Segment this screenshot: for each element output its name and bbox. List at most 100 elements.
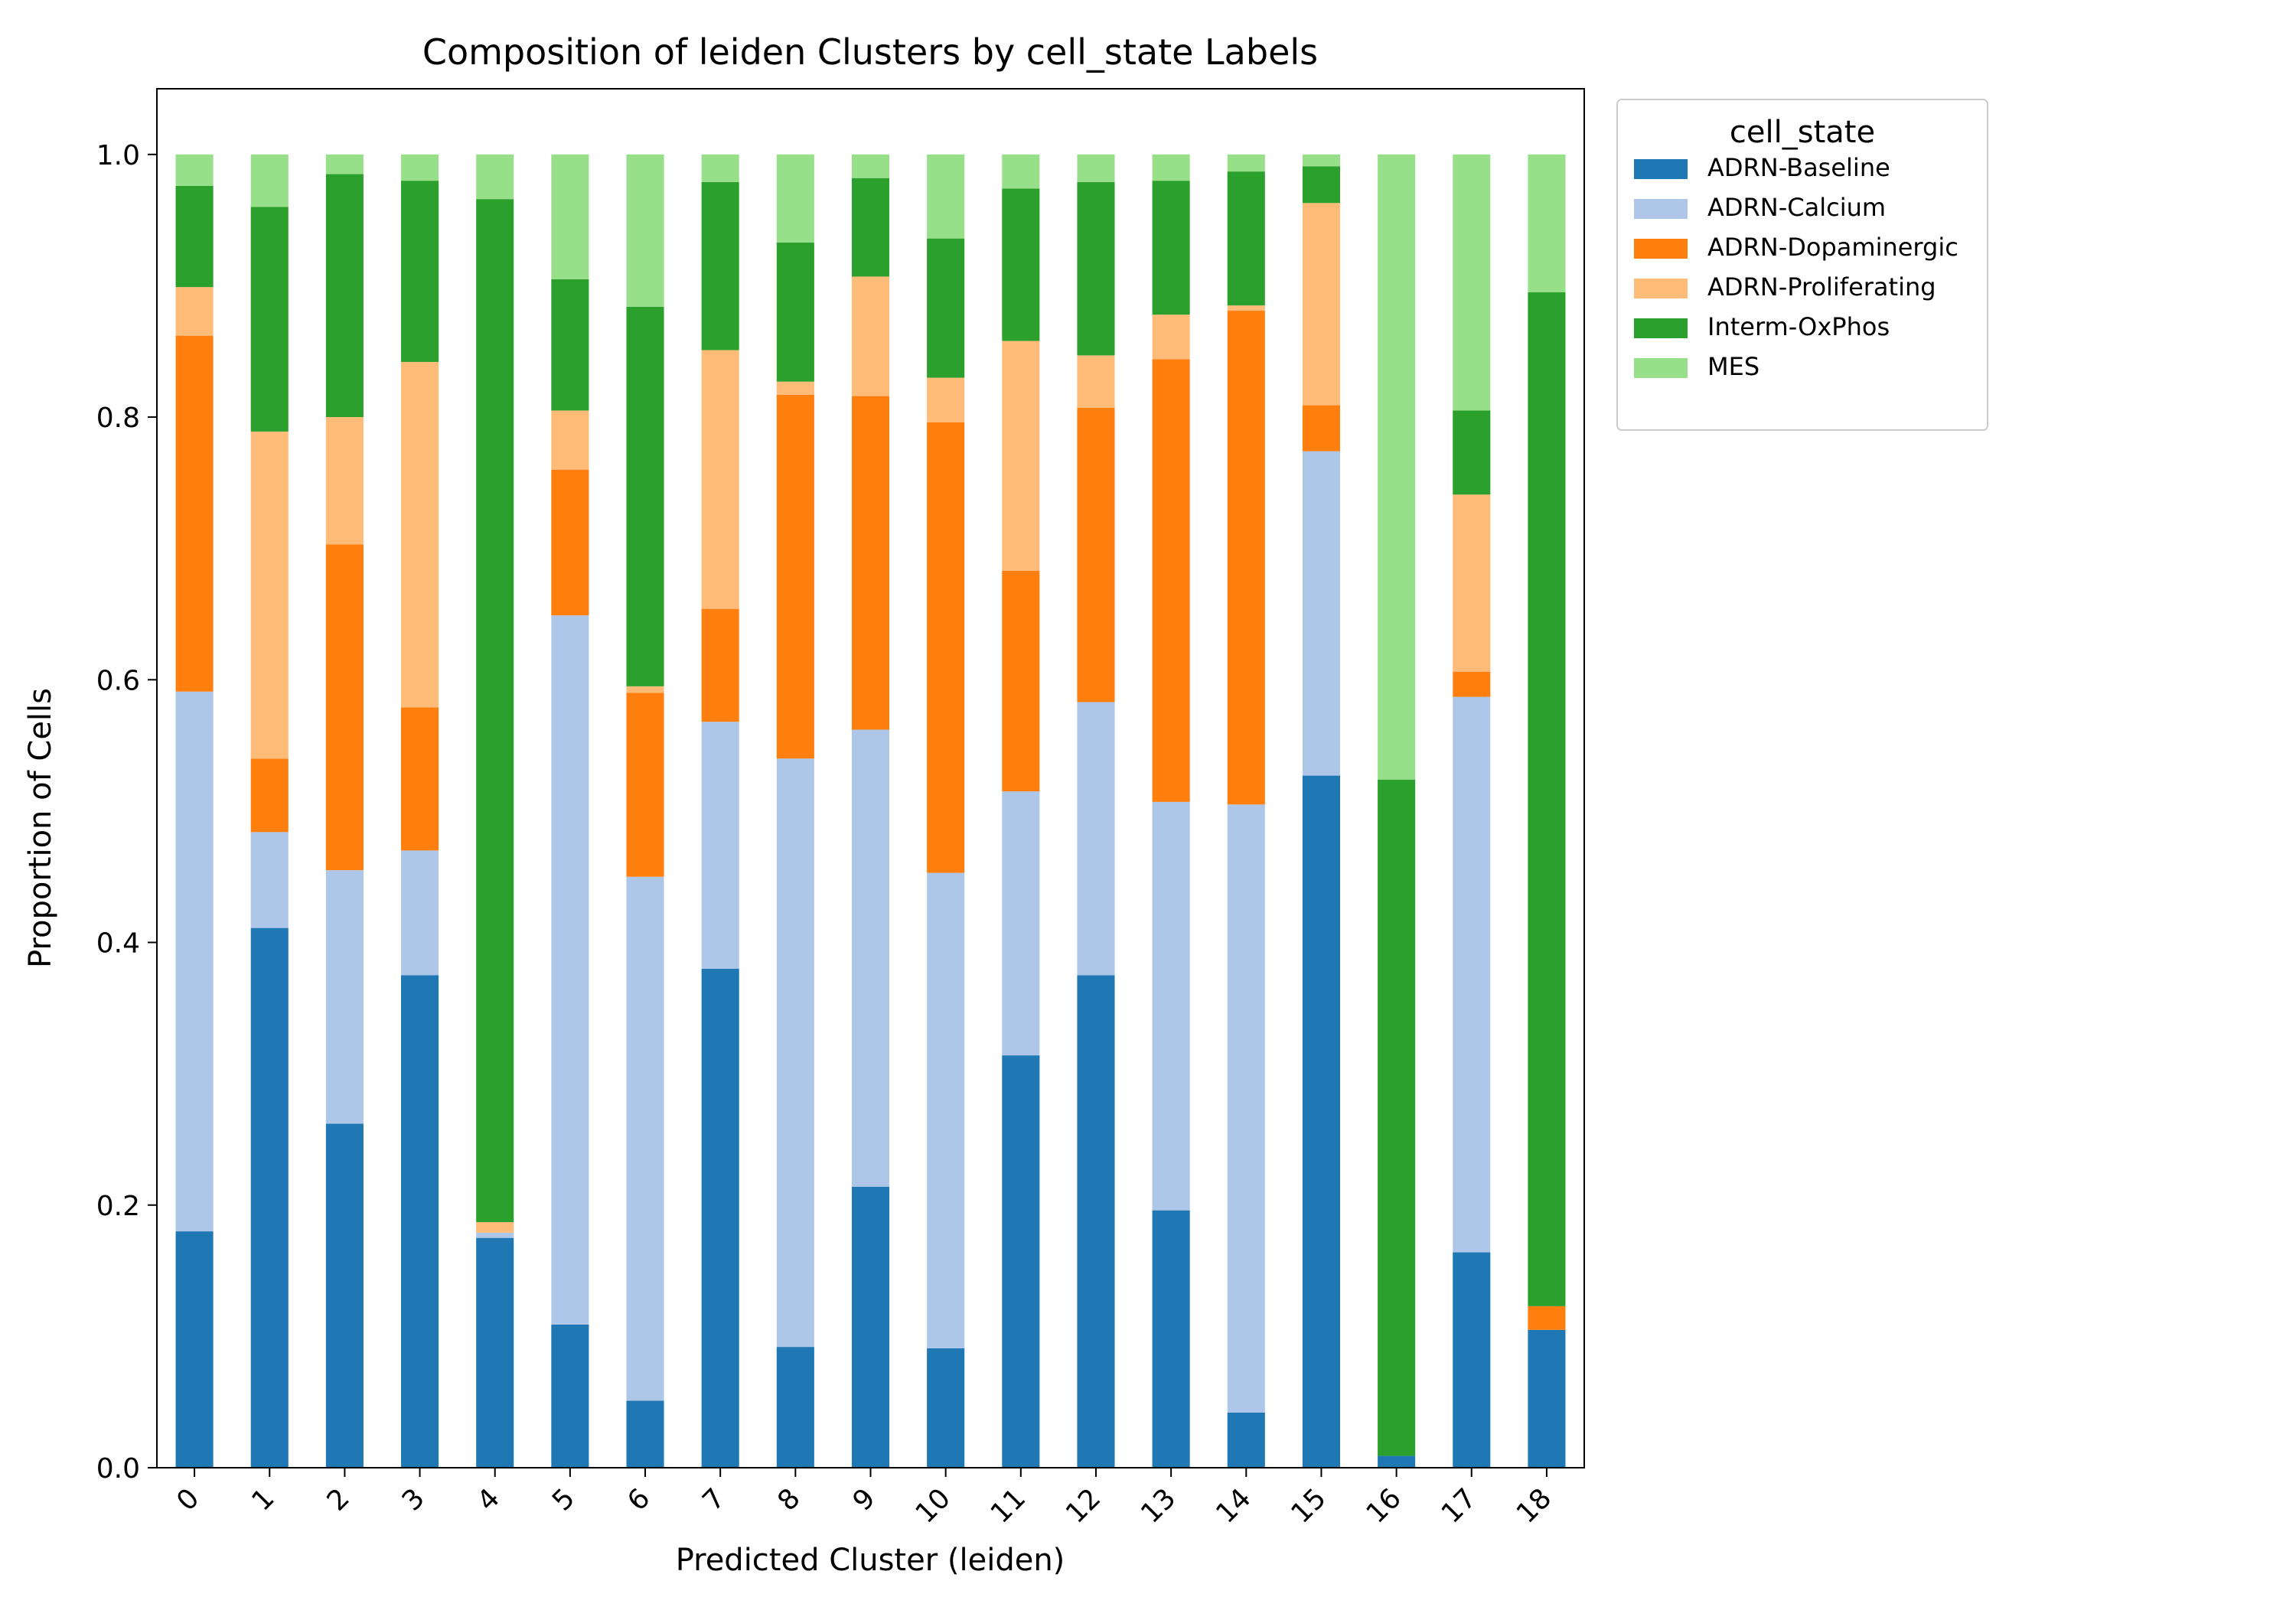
y-tick-label: 0.4 [96, 928, 140, 960]
y-axis-label: Proportion of Cells [23, 688, 58, 968]
bar-cluster-1-series-4 [250, 207, 289, 432]
bar-cluster-17-series-3 [1453, 494, 1491, 672]
bar-cluster-18-series-0 [1528, 1329, 1566, 1468]
bar-cluster-7-series-2 [701, 608, 739, 722]
bar-cluster-13-series-5 [1152, 154, 1190, 181]
bar-cluster-8-series-0 [776, 1347, 814, 1468]
bar-cluster-16-series-4 [1378, 779, 1416, 1456]
legend: cell_state ADRN-Baseline ADRN-Calcium ADRN… [1616, 99, 1988, 431]
bar-cluster-10-series-4 [927, 238, 965, 378]
bar-cluster-14-series-5 [1227, 154, 1265, 172]
bar-cluster-14-series-3 [1227, 305, 1265, 311]
bar-cluster-16-series-0 [1378, 1455, 1416, 1468]
bar-cluster-12-series-4 [1077, 181, 1115, 356]
bar-cluster-1-series-0 [250, 927, 289, 1468]
bar-cluster-15-series-2 [1302, 405, 1340, 451]
bar-cluster-11-series-3 [1002, 341, 1040, 571]
legend-title: cell_state [1730, 115, 1875, 150]
bar-cluster-3-series-4 [401, 181, 439, 362]
bar-cluster-6-series-0 [626, 1400, 664, 1468]
bar-cluster-10-series-3 [927, 377, 965, 422]
chart-title: Composition of leiden Clusters by cell_s… [422, 31, 1318, 73]
bar-cluster-6-series-3 [626, 686, 664, 693]
bar-cluster-13-series-4 [1152, 181, 1190, 315]
bar-cluster-9-series-3 [851, 276, 890, 396]
bar-cluster-9-series-2 [851, 396, 890, 730]
bar-cluster-3-series-2 [401, 707, 439, 851]
bar-cluster-9-series-4 [851, 178, 890, 277]
bar-cluster-14-series-2 [1227, 311, 1265, 805]
bar-cluster-11-series-0 [1002, 1055, 1040, 1468]
bar-cluster-10-series-5 [927, 154, 965, 239]
bar-cluster-17-series-2 [1453, 671, 1491, 697]
bar-cluster-3-series-0 [401, 975, 439, 1468]
bar-cluster-8-series-3 [776, 381, 814, 395]
bar-cluster-4-series-1 [476, 1232, 514, 1238]
bar-cluster-2-series-5 [325, 154, 364, 174]
bar-cluster-17-series-0 [1453, 1252, 1491, 1468]
bar-cluster-7-series-1 [701, 722, 739, 969]
bar-cluster-12-series-3 [1077, 355, 1115, 409]
bar-cluster-0-series-4 [175, 185, 214, 288]
bar-cluster-7-series-5 [701, 154, 739, 182]
bar-cluster-2-series-3 [325, 417, 364, 545]
bar-cluster-1-series-2 [250, 758, 289, 833]
bar-cluster-15-series-1 [1302, 451, 1340, 776]
bar-cluster-7-series-0 [701, 968, 739, 1468]
bar-cluster-10-series-2 [927, 422, 965, 873]
bar-cluster-3-series-3 [401, 361, 439, 708]
legend-label: ADRN-Dopaminergic [1707, 233, 1958, 262]
bar-cluster-0-series-0 [175, 1231, 214, 1468]
bar-cluster-5-series-5 [551, 154, 589, 279]
bar-cluster-0-series-2 [175, 335, 214, 692]
bar-cluster-2-series-4 [325, 174, 364, 418]
bar-cluster-1-series-1 [250, 832, 289, 928]
legend-label: ADRN-Baseline [1707, 153, 1890, 182]
bar-cluster-4-series-5 [476, 154, 514, 200]
bar-cluster-10-series-0 [927, 1348, 965, 1468]
bar-cluster-5-series-1 [551, 615, 589, 1325]
legend-label: ADRN-Calcium [1707, 193, 1886, 222]
bar-cluster-18-series-4 [1528, 292, 1566, 1306]
bar-cluster-15-series-4 [1302, 166, 1340, 204]
legend-label: MES [1707, 352, 1760, 381]
bar-cluster-5-series-4 [551, 279, 589, 411]
x-axis-label: Predicted Cluster (leiden) [676, 1543, 1065, 1578]
bar-cluster-3-series-1 [401, 850, 439, 976]
bar-cluster-5-series-0 [551, 1324, 589, 1468]
bar-cluster-16-series-5 [1378, 154, 1416, 780]
legend-swatch [1634, 318, 1688, 338]
bar-cluster-12-series-1 [1077, 702, 1115, 976]
bar-cluster-12-series-2 [1077, 408, 1115, 702]
bar-cluster-17-series-1 [1453, 696, 1491, 1253]
bar-cluster-9-series-1 [851, 729, 890, 1187]
y-axis: 0.0 0.2 0.4 0.6 0.8 1.0 [96, 140, 157, 1485]
bar-cluster-11-series-4 [1002, 188, 1040, 341]
bar-cluster-17-series-4 [1453, 410, 1491, 495]
y-tick-label: 0.8 [96, 403, 140, 434]
bar-cluster-9-series-5 [851, 154, 890, 178]
y-tick-label: 1.0 [96, 140, 140, 171]
bar-cluster-12-series-0 [1077, 975, 1115, 1468]
bar-cluster-4-series-3 [476, 1222, 514, 1233]
bar-cluster-13-series-1 [1152, 801, 1190, 1211]
bar-cluster-14-series-1 [1227, 804, 1265, 1413]
bar-cluster-15-series-0 [1302, 775, 1340, 1468]
bar-cluster-0-series-3 [175, 287, 214, 336]
bar-cluster-12-series-5 [1077, 154, 1115, 182]
legend-swatch [1634, 199, 1688, 219]
legend-label: ADRN-Proliferating [1707, 272, 1936, 302]
bar-cluster-3-series-5 [401, 154, 439, 181]
bar-cluster-8-series-4 [776, 242, 814, 382]
bar-cluster-13-series-0 [1152, 1210, 1190, 1468]
bar-cluster-1-series-5 [250, 154, 289, 207]
bar-cluster-14-series-4 [1227, 171, 1265, 306]
bar-cluster-6-series-5 [626, 154, 664, 307]
bar-cluster-4-series-4 [476, 199, 514, 1223]
bar-cluster-5-series-3 [551, 410, 589, 470]
legend-swatch [1634, 358, 1688, 378]
bar-cluster-8-series-2 [776, 394, 814, 759]
bar-cluster-9-series-0 [851, 1186, 890, 1468]
bar-cluster-4-series-0 [476, 1237, 514, 1468]
